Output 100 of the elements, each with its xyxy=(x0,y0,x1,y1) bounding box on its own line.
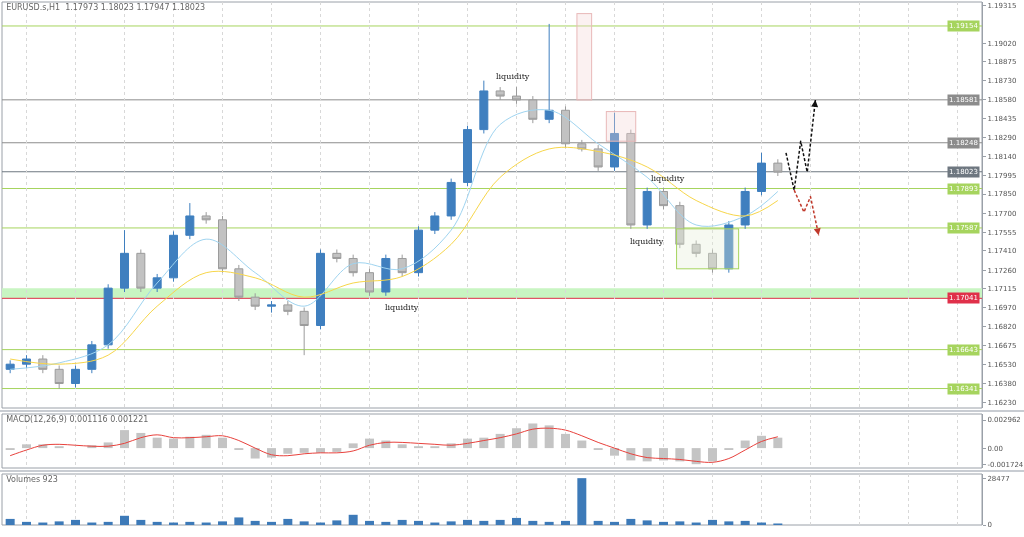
candlestick xyxy=(120,229,129,293)
candlestick xyxy=(136,248,146,293)
candlestick xyxy=(740,187,750,230)
bar xyxy=(332,448,342,452)
bar xyxy=(348,514,358,525)
candlestick xyxy=(414,225,423,278)
candlestick xyxy=(544,23,554,124)
bar xyxy=(250,520,260,525)
bar xyxy=(299,521,309,525)
bar xyxy=(463,519,472,525)
candlestick xyxy=(593,144,603,172)
candlestick xyxy=(103,283,113,350)
bar xyxy=(332,520,342,525)
candlestick xyxy=(381,254,391,297)
bar xyxy=(283,518,293,525)
bar xyxy=(218,437,227,449)
bar xyxy=(544,425,554,449)
bar xyxy=(528,520,538,525)
bar xyxy=(495,433,505,449)
bar xyxy=(54,521,64,525)
candlestick xyxy=(71,364,80,388)
bar xyxy=(561,520,570,525)
bar xyxy=(528,423,538,449)
bar xyxy=(22,444,31,449)
candlestick xyxy=(495,86,505,101)
bar xyxy=(71,519,80,525)
bar xyxy=(691,448,701,465)
bar xyxy=(152,521,162,525)
bar xyxy=(659,521,668,525)
bar xyxy=(185,521,195,525)
bar xyxy=(103,521,113,525)
candlestick xyxy=(332,248,342,263)
candlestick xyxy=(577,139,587,153)
bar xyxy=(544,521,554,525)
candlestick xyxy=(283,300,293,316)
line-series xyxy=(9,109,779,370)
candlestick xyxy=(446,178,456,221)
bar xyxy=(626,518,636,525)
chart-title: EURUSD.s,H1 1.17973 1.18023 1.17947 1.18023 xyxy=(6,2,206,12)
chart-title: Volumes 923 xyxy=(6,474,58,484)
bar xyxy=(348,443,358,449)
bar xyxy=(136,432,146,449)
candlestick xyxy=(234,264,244,302)
bar xyxy=(577,478,587,525)
bar xyxy=(610,521,619,525)
bar xyxy=(512,517,521,525)
candlestick xyxy=(610,112,619,172)
candlestick xyxy=(54,364,64,390)
bar xyxy=(120,515,129,525)
annotation: liquidity xyxy=(496,72,530,81)
annotation: liquidity xyxy=(385,303,419,312)
bar xyxy=(414,520,423,525)
candlestick xyxy=(708,248,717,274)
candlestick xyxy=(675,201,685,249)
bar xyxy=(22,521,31,525)
bar xyxy=(675,521,685,525)
candlestick xyxy=(757,152,766,196)
candlestick xyxy=(365,268,374,297)
candlestick xyxy=(299,306,309,356)
bar xyxy=(234,517,244,525)
bar xyxy=(593,520,603,525)
bar xyxy=(365,520,374,525)
bar xyxy=(267,521,276,525)
candlestick xyxy=(479,80,489,134)
bar xyxy=(577,440,587,449)
bar xyxy=(610,448,619,456)
bar xyxy=(773,437,783,449)
candlestick xyxy=(185,202,195,240)
bar xyxy=(381,521,391,525)
candlestick xyxy=(528,95,538,124)
bar xyxy=(708,519,717,525)
candlestick xyxy=(348,254,358,278)
bar xyxy=(397,444,407,449)
candlestick xyxy=(169,230,178,283)
candlestick xyxy=(512,86,521,105)
bar xyxy=(120,430,129,449)
candlestick xyxy=(218,215,227,274)
bar xyxy=(708,448,717,462)
candlestick xyxy=(561,105,570,149)
bar xyxy=(740,520,750,525)
line-series xyxy=(9,427,779,463)
bar xyxy=(136,519,146,525)
bar xyxy=(724,521,734,525)
candlestick xyxy=(773,158,783,177)
candlestick xyxy=(691,239,701,258)
candlestick xyxy=(316,248,325,330)
bar xyxy=(446,521,456,525)
bar xyxy=(250,448,260,459)
bar xyxy=(299,448,309,453)
candlestick xyxy=(463,125,472,187)
candlestick xyxy=(626,129,636,230)
bar xyxy=(5,518,15,525)
bar xyxy=(479,520,489,525)
candlestick xyxy=(201,211,211,225)
bar xyxy=(642,520,652,525)
bar xyxy=(740,440,750,449)
candlestick xyxy=(724,220,734,274)
bar xyxy=(561,433,570,449)
candlestick xyxy=(250,292,260,311)
candlestick xyxy=(430,211,440,235)
